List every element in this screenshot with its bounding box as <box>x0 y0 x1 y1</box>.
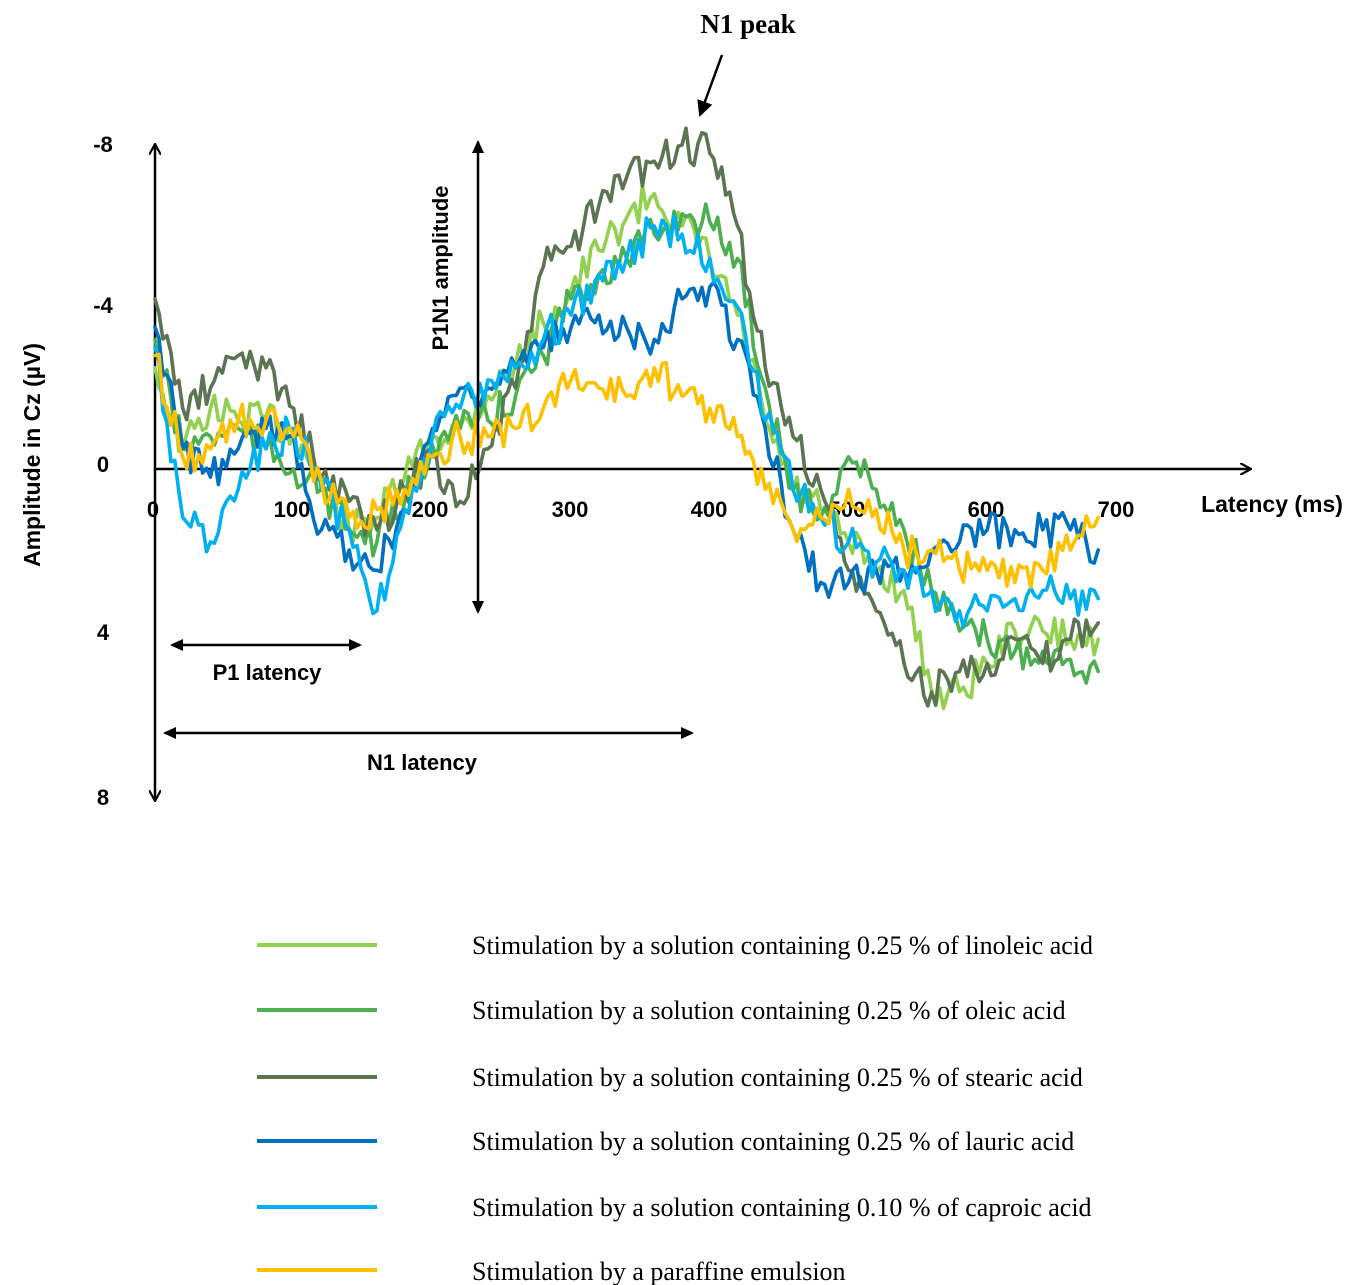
x-tick-label: 0 <box>147 497 159 522</box>
legend-entry: Stimulation by a paraffine emulsion <box>472 1257 846 1285</box>
y-tick-label: 4 <box>97 620 110 645</box>
legend-entry: Stimulation by a solution containing 0.2… <box>472 931 1093 960</box>
legend: Stimulation by a solution containing 0.2… <box>257 931 1093 1285</box>
y-tick-label: 0 <box>97 452 109 477</box>
legend-entry: Stimulation by a solution containing 0.2… <box>472 1127 1074 1156</box>
x-tick-label: 300 <box>552 497 589 522</box>
p1-latency-label: P1 latency <box>213 660 323 685</box>
x-tick-label: 700 <box>1098 497 1135 522</box>
legend-entry: Stimulation by a solution containing 0.2… <box>472 1063 1083 1092</box>
p1n1-amplitude-label: P1N1 amplitude <box>428 185 453 350</box>
x-tick-label: 600 <box>968 497 1005 522</box>
y-axis-title: Amplitude in Cz (µV) <box>19 343 45 567</box>
x-tick-label: 200 <box>412 497 449 522</box>
series-group <box>153 126 1100 711</box>
n1-peak-arrow <box>697 54 724 117</box>
legend-entry: Stimulation by a solution containing 0.1… <box>472 1193 1092 1222</box>
x-axis-title: Latency (ms) <box>1201 491 1343 517</box>
x-tick-label: 100 <box>274 497 311 522</box>
y-tick-label: 8 <box>97 785 109 810</box>
y-tick-label: -8 <box>93 132 113 157</box>
n1-latency-label: N1 latency <box>367 750 478 775</box>
legend-entry: Stimulation by a solution containing 0.2… <box>472 996 1066 1025</box>
x-tick-label: 400 <box>691 497 728 522</box>
y-tick-label: -4 <box>93 293 113 318</box>
n1-peak-label: N1 peak <box>700 9 795 39</box>
series-line-3 <box>153 126 1100 708</box>
series-line-6 <box>153 352 1100 589</box>
